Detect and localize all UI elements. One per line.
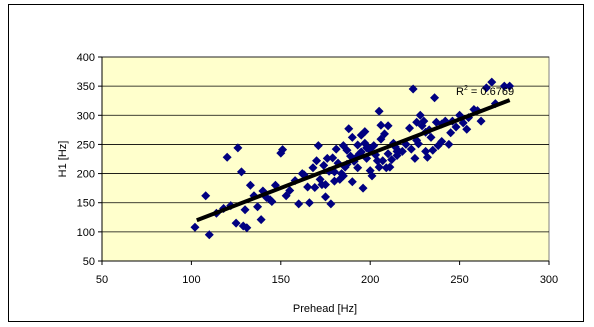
data-point (358, 183, 368, 193)
data-point (222, 152, 232, 162)
data-point (353, 163, 363, 173)
data-point (481, 83, 491, 93)
data-point (342, 145, 352, 155)
data-point (428, 145, 438, 155)
data-point (376, 134, 386, 144)
data-point (412, 117, 422, 127)
data-point (505, 81, 515, 91)
data-point (347, 132, 357, 142)
data-point (392, 146, 402, 156)
data-point (201, 191, 211, 201)
y-tick-label: 150 (77, 198, 95, 210)
x-tick-label: 250 (450, 274, 468, 286)
data-point (294, 199, 304, 209)
data-point (376, 120, 386, 130)
data-point (313, 141, 323, 151)
data-point (190, 222, 200, 232)
data-point (405, 123, 415, 133)
y-tick-labels: 50 100 150 200 250 300 350 400 (77, 52, 95, 268)
data-point (476, 116, 486, 126)
data-point (419, 116, 429, 126)
data-point (353, 140, 363, 150)
data-point (204, 230, 214, 240)
data-point (383, 121, 393, 131)
y-tick-label: 200 (77, 169, 95, 181)
data-point (231, 218, 241, 228)
data-point (278, 145, 288, 155)
data-point (285, 185, 295, 195)
data-point (253, 202, 263, 212)
y-tick-label: 300 (77, 110, 95, 122)
data-point (304, 198, 314, 208)
gridlines (98, 56, 549, 262)
data-point (344, 124, 354, 134)
x-tick-labels: 50 100 150 200 250 300 (96, 261, 558, 286)
data-point (326, 199, 336, 209)
data-point (385, 162, 395, 172)
x-axis-label: Prehead [Hz] (293, 303, 357, 315)
data-point (378, 156, 388, 166)
data-point (462, 124, 472, 134)
data-point (233, 143, 243, 153)
data-point (329, 176, 339, 186)
data-point (360, 138, 370, 148)
data-point (446, 128, 456, 138)
data-point (406, 144, 416, 154)
r-squared-annotation: R2 = 0.6769 (456, 85, 514, 98)
data-point (321, 180, 330, 190)
data-point (242, 223, 252, 233)
data-point (374, 106, 384, 116)
data-point (430, 93, 440, 103)
data-point (245, 180, 255, 190)
y-tick-label: 400 (77, 52, 95, 64)
data-point (374, 162, 384, 172)
data-point (267, 197, 277, 207)
data-point (347, 177, 357, 187)
data-point (360, 127, 370, 137)
data-point (319, 160, 329, 170)
data-point (451, 122, 461, 132)
data-point (426, 132, 436, 142)
data-point (240, 205, 250, 215)
data-point (415, 110, 425, 120)
x-tick-label: 100 (182, 274, 200, 286)
data-point (312, 156, 322, 166)
data-point (422, 152, 432, 162)
data-point (413, 139, 423, 149)
data-point (397, 146, 407, 156)
data-point (499, 81, 509, 91)
data-point (444, 139, 454, 149)
data-point (410, 153, 420, 163)
data-point (331, 144, 341, 154)
data-point (322, 153, 332, 163)
trendline (196, 98, 511, 223)
data-point (338, 171, 348, 181)
data-point (308, 163, 318, 173)
y-tick-label: 250 (77, 139, 95, 151)
data-point (256, 215, 266, 225)
data-point (408, 84, 418, 94)
x-tick-label: 150 (272, 274, 290, 286)
y-tick-label: 100 (77, 227, 95, 239)
y-tick-label: 50 (83, 256, 95, 268)
x-tick-label: 200 (361, 274, 379, 286)
x-tick-label: 300 (540, 274, 558, 286)
data-point (367, 171, 377, 181)
data-point (328, 153, 338, 163)
data-point (321, 192, 330, 202)
data-point (236, 167, 246, 177)
y-axis-label: H1 [Hz] (57, 141, 69, 178)
data-point (383, 149, 393, 159)
data-point (303, 182, 313, 192)
data-point (487, 77, 497, 87)
data-point (372, 156, 382, 166)
x-tick-label: 50 (96, 274, 108, 286)
y-tick-label: 350 (77, 81, 95, 93)
data-point (310, 183, 320, 193)
data-point (437, 137, 447, 147)
data-point (387, 155, 397, 165)
